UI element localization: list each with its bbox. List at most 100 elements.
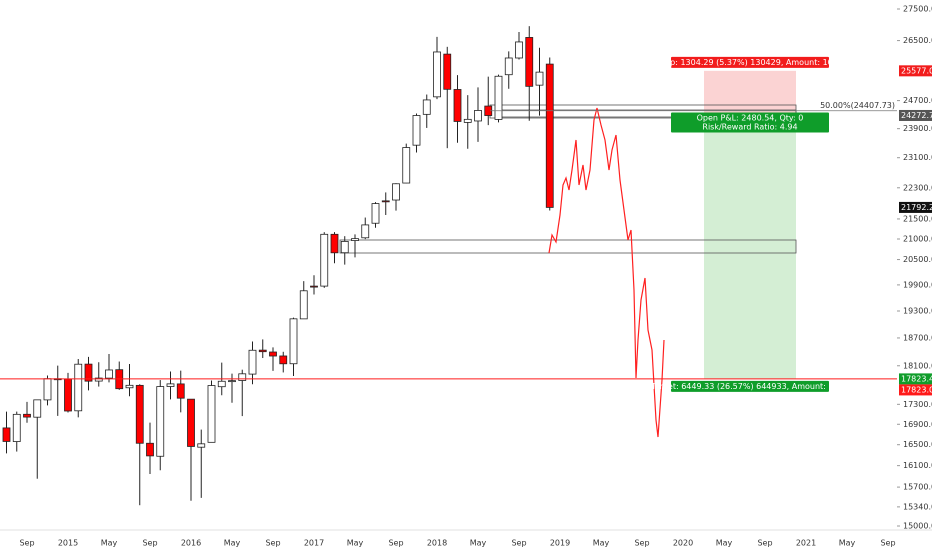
- x-tick-label: Sep: [19, 539, 34, 548]
- stop-label-box: [671, 56, 829, 68]
- x-tick-label: May: [716, 539, 733, 548]
- candle-body: [422, 99, 431, 115]
- pnl-label: Risk/Reward Ratio: 4.94: [702, 122, 797, 131]
- y-tick-label: 20500.00: [903, 255, 932, 264]
- entry-price: 24272.74: [901, 111, 932, 120]
- candle-body: [351, 238, 359, 241]
- x-tick-label: 2019: [550, 539, 570, 548]
- y-tick-label: 22300.00: [903, 183, 932, 192]
- y-tick-label: 27500.00: [903, 5, 932, 14]
- candle-body: [504, 57, 513, 76]
- candle-body: [238, 373, 247, 381]
- x-tick-label: Sep: [388, 539, 403, 548]
- candle-body: [535, 71, 544, 86]
- candle-body: [330, 233, 339, 254]
- stop-price: 25577.00: [901, 66, 932, 75]
- y-tick-label: 23900.00: [903, 124, 932, 133]
- y-tick-label: 16900.00: [903, 420, 932, 429]
- y-tick-label: 23100.00: [903, 153, 932, 162]
- candle-body: [74, 363, 83, 412]
- x-tick-label: May: [224, 539, 241, 548]
- y-tick-label: 16500.00: [903, 440, 932, 449]
- candle-body: [197, 443, 206, 448]
- target-price: 17823.41: [901, 374, 932, 383]
- candle-body: [453, 89, 462, 122]
- candle-body: [289, 318, 298, 365]
- y-tick-label: 19300.00: [903, 307, 932, 316]
- y-tick-label: 15700.00: [903, 483, 932, 492]
- y-tick-label: 21000.00: [903, 235, 932, 244]
- candle-body: [279, 355, 288, 365]
- candle-body: [43, 378, 52, 401]
- candle-body: [371, 203, 380, 224]
- candle-body: [402, 147, 411, 184]
- candle-body: [525, 37, 534, 87]
- candle-body: [381, 200, 390, 203]
- candle-body: [33, 399, 42, 418]
- y-tick-label: 21500.00: [903, 214, 932, 223]
- x-tick-label: 2018: [427, 539, 447, 548]
- candle-body: [392, 183, 400, 201]
- x-tick-label: 2017: [304, 539, 324, 548]
- y-tick-label: 26500.00: [903, 36, 932, 45]
- candle-body: [299, 290, 308, 320]
- candle-body: [94, 377, 103, 382]
- stop-zone: [704, 70, 796, 116]
- target-label-box: [671, 380, 829, 392]
- stop-label: Stop: 1304.29 (5.37%) 130429, Amount: 10…: [657, 58, 843, 67]
- candle-body: [146, 442, 154, 457]
- candle-body: [320, 233, 329, 287]
- candle-body: [258, 349, 267, 353]
- candle-body: [494, 75, 503, 120]
- x-tick-label: Sep: [757, 539, 772, 548]
- candle-body: [176, 383, 185, 399]
- y-tick-label: 15000.00: [903, 522, 932, 531]
- candle-body: [12, 413, 21, 442]
- hline-price: 17823.07: [901, 385, 932, 394]
- candle-body: [433, 51, 441, 98]
- pnl-label: Open P&L: 2480.54, Qty: 0: [697, 113, 804, 122]
- candle-body: [187, 398, 195, 447]
- candle-body: [64, 378, 72, 412]
- candle-body: [125, 384, 134, 389]
- candle-body: [443, 53, 452, 90]
- x-tick-label: Sep: [265, 539, 280, 548]
- candle-body: [166, 383, 175, 387]
- pnl-label-box: [671, 112, 829, 133]
- x-tick-label: May: [593, 539, 610, 548]
- last-price: 21792.20: [901, 203, 932, 212]
- x-tick-label: May: [839, 539, 856, 548]
- candle-body: [105, 369, 113, 379]
- candle-body: [269, 351, 277, 357]
- target-price-box: [899, 373, 932, 385]
- x-tick-label: May: [347, 539, 364, 548]
- candle-body: [340, 241, 349, 254]
- x-tick-label: 2020: [673, 539, 693, 548]
- x-tick-label: May: [101, 539, 118, 548]
- x-tick-label: Sep: [634, 539, 649, 548]
- stop-price-box: [899, 65, 932, 77]
- y-tick-label: 15340.00: [903, 502, 932, 511]
- candle-body: [217, 380, 226, 388]
- candle-body: [545, 63, 554, 208]
- target-zone: [704, 115, 796, 379]
- x-tick-label: Sep: [511, 539, 526, 548]
- x-tick-label: May: [470, 539, 487, 548]
- support-box: [339, 239, 797, 254]
- y-tick-label: 17300.00: [903, 400, 932, 409]
- entry-price-box: [899, 109, 932, 121]
- last-price-box: [899, 201, 932, 213]
- hline-price-box: [899, 384, 932, 396]
- candle-body: [412, 115, 421, 146]
- candle-body: [463, 118, 472, 123]
- fib-label: 50.00%(24407.73): [820, 101, 895, 110]
- x-tick-label: Sep: [880, 539, 895, 548]
- candle-body: [228, 380, 236, 383]
- y-tick-label: 16100.00: [903, 461, 932, 470]
- target-label: Target: 6449.33 (26.57%) 644933, Amount:…: [650, 382, 849, 391]
- y-tick-label: 24700.00: [903, 96, 932, 105]
- candle-body: [474, 110, 482, 122]
- candle-body: [2, 427, 11, 442]
- candle-body: [515, 41, 523, 59]
